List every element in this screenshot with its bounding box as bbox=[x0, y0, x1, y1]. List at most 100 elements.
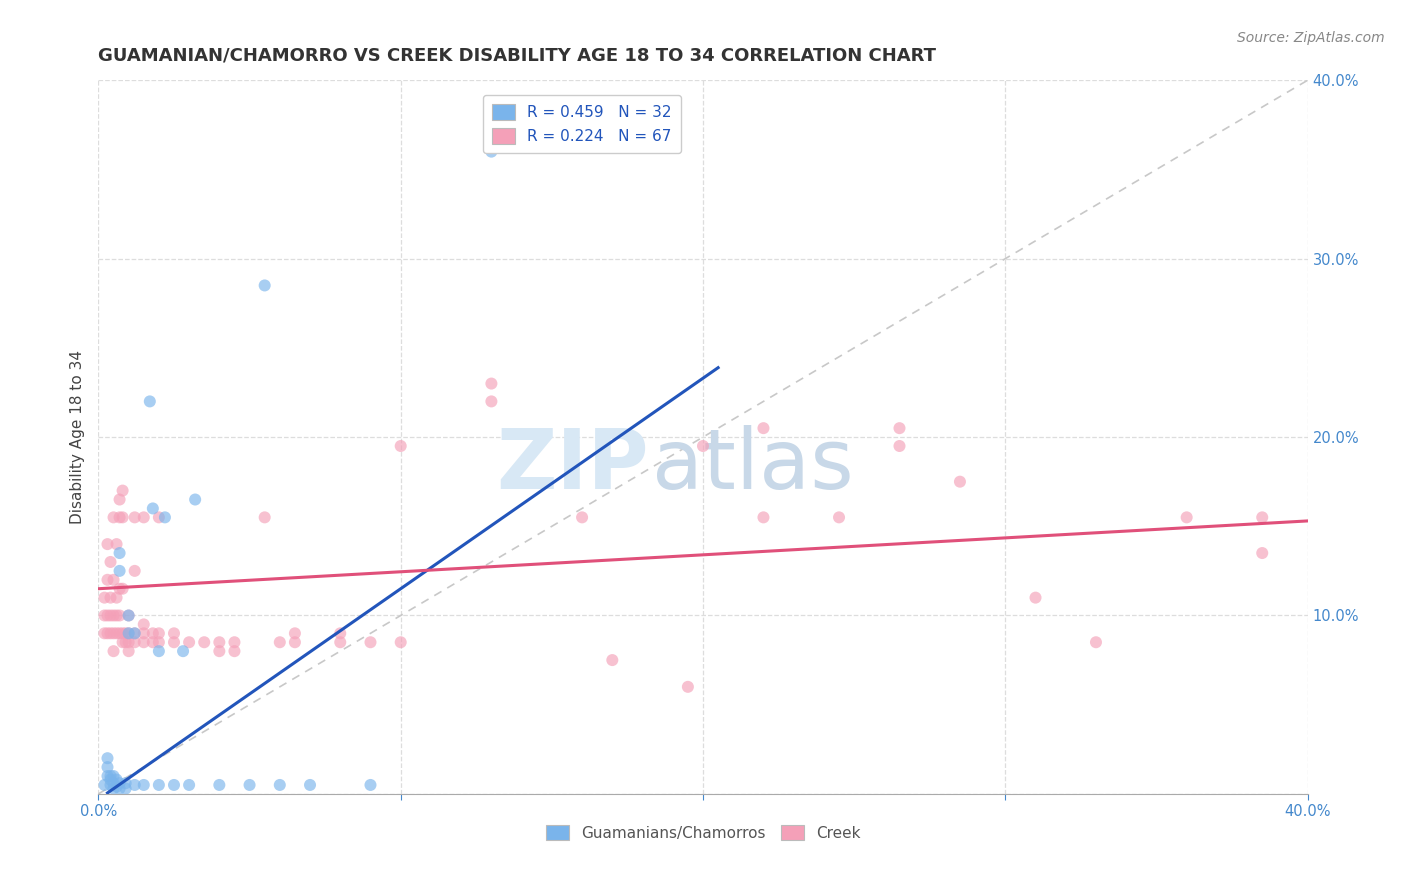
Point bbox=[889, 421, 911, 435]
Point bbox=[103, 776, 125, 790]
Point bbox=[148, 778, 170, 792]
Point bbox=[96, 537, 118, 551]
Point bbox=[114, 635, 136, 649]
Point bbox=[118, 608, 141, 623]
Point bbox=[124, 510, 146, 524]
Text: ZIP: ZIP bbox=[496, 425, 648, 506]
Point bbox=[752, 510, 775, 524]
Point bbox=[93, 591, 115, 605]
Legend: Guamanians/Chamorros, Creek: Guamanians/Chamorros, Creek bbox=[540, 819, 866, 847]
Point bbox=[111, 582, 134, 596]
Point bbox=[124, 778, 146, 792]
Point bbox=[253, 510, 276, 524]
Point bbox=[224, 635, 246, 649]
Point bbox=[148, 510, 170, 524]
Point bbox=[118, 635, 141, 649]
Point bbox=[132, 510, 155, 524]
Point bbox=[360, 778, 382, 792]
Point bbox=[481, 394, 503, 409]
Point bbox=[329, 635, 352, 649]
Point bbox=[93, 608, 115, 623]
Point bbox=[100, 772, 122, 787]
Point bbox=[96, 626, 118, 640]
Point bbox=[172, 644, 194, 658]
Point bbox=[96, 608, 118, 623]
Point bbox=[111, 626, 134, 640]
Point bbox=[208, 778, 231, 792]
Point bbox=[142, 626, 165, 640]
Point bbox=[96, 760, 118, 774]
Point bbox=[108, 546, 131, 560]
Point bbox=[284, 626, 307, 640]
Point bbox=[103, 626, 125, 640]
Point bbox=[124, 564, 146, 578]
Point bbox=[179, 635, 201, 649]
Point bbox=[124, 626, 146, 640]
Point bbox=[100, 608, 122, 623]
Point bbox=[100, 555, 122, 569]
Point bbox=[142, 501, 165, 516]
Point bbox=[692, 439, 714, 453]
Text: Source: ZipAtlas.com: Source: ZipAtlas.com bbox=[1237, 31, 1385, 45]
Point bbox=[132, 778, 155, 792]
Point bbox=[142, 635, 165, 649]
Point bbox=[103, 608, 125, 623]
Point bbox=[676, 680, 699, 694]
Point bbox=[108, 781, 131, 796]
Point bbox=[105, 626, 128, 640]
Point bbox=[108, 776, 131, 790]
Point bbox=[108, 492, 131, 507]
Point bbox=[208, 644, 231, 658]
Point bbox=[100, 778, 122, 792]
Point bbox=[132, 617, 155, 632]
Point bbox=[108, 582, 131, 596]
Point bbox=[752, 421, 775, 435]
Point bbox=[329, 626, 352, 640]
Point bbox=[111, 635, 134, 649]
Point bbox=[111, 510, 134, 524]
Point bbox=[602, 653, 624, 667]
Point bbox=[93, 626, 115, 640]
Point bbox=[239, 778, 262, 792]
Point bbox=[184, 492, 207, 507]
Point bbox=[1251, 510, 1274, 524]
Point bbox=[132, 635, 155, 649]
Point bbox=[299, 778, 322, 792]
Text: atlas: atlas bbox=[652, 425, 853, 506]
Point bbox=[163, 778, 186, 792]
Point bbox=[148, 644, 170, 658]
Point bbox=[828, 510, 851, 524]
Point bbox=[108, 626, 131, 640]
Point bbox=[100, 626, 122, 640]
Point bbox=[132, 626, 155, 640]
Point bbox=[360, 635, 382, 649]
Point bbox=[105, 537, 128, 551]
Point bbox=[111, 483, 134, 498]
Point bbox=[253, 278, 276, 293]
Point bbox=[179, 778, 201, 792]
Point bbox=[193, 635, 215, 649]
Point bbox=[1175, 510, 1198, 524]
Point bbox=[114, 626, 136, 640]
Point bbox=[389, 439, 412, 453]
Point bbox=[100, 769, 122, 783]
Point bbox=[118, 626, 141, 640]
Point bbox=[103, 769, 125, 783]
Point bbox=[114, 781, 136, 796]
Point bbox=[153, 510, 176, 524]
Point bbox=[103, 573, 125, 587]
Point bbox=[103, 644, 125, 658]
Point bbox=[118, 626, 141, 640]
Point bbox=[269, 778, 291, 792]
Point bbox=[284, 635, 307, 649]
Point bbox=[208, 635, 231, 649]
Point bbox=[163, 635, 186, 649]
Point bbox=[1251, 546, 1274, 560]
Point bbox=[118, 608, 141, 623]
Point bbox=[105, 591, 128, 605]
Point bbox=[148, 635, 170, 649]
Point bbox=[108, 510, 131, 524]
Point bbox=[105, 772, 128, 787]
Point bbox=[269, 635, 291, 649]
Point bbox=[114, 776, 136, 790]
